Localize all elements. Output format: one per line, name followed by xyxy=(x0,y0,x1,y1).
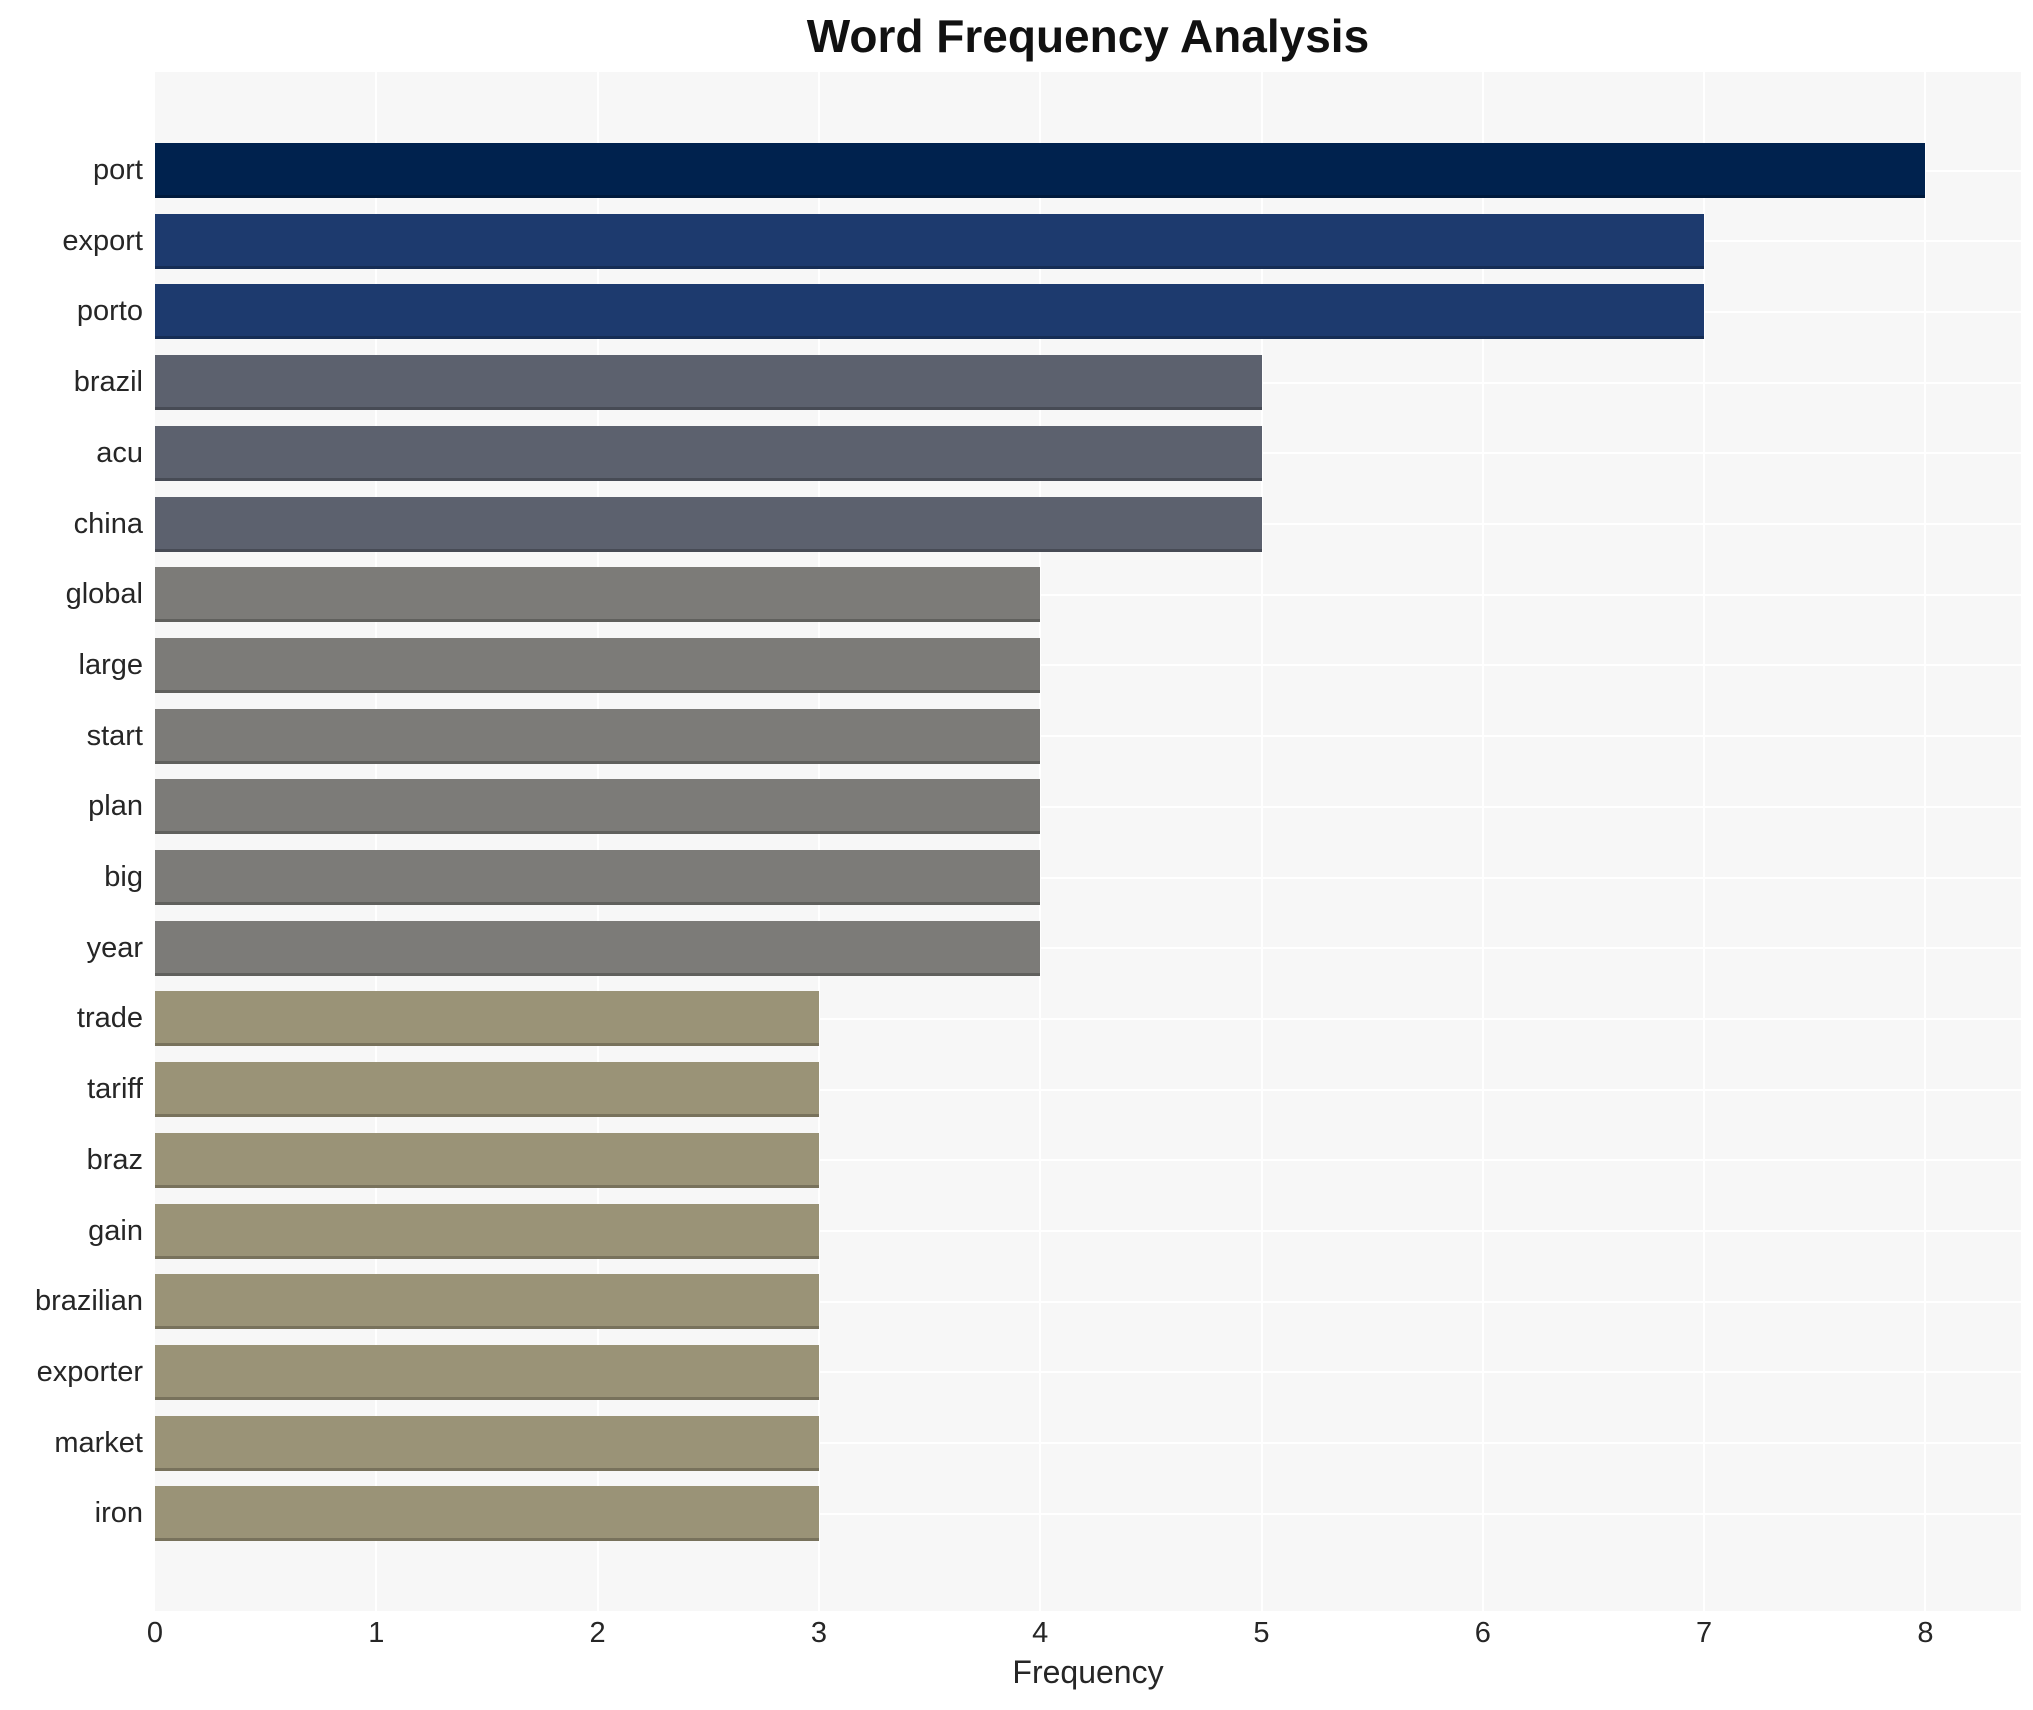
bar-market xyxy=(155,1415,819,1471)
y-label-brazil: brazil xyxy=(73,366,143,399)
x-tick-8: 8 xyxy=(1917,1617,1934,1649)
x-tick-0: 0 xyxy=(146,1617,164,1649)
bar-plan xyxy=(155,779,1041,835)
bar-tariff xyxy=(155,1062,819,1118)
bar-trade xyxy=(155,991,819,1047)
bar-big xyxy=(155,850,1041,905)
bar-port xyxy=(155,143,1926,198)
bar-large xyxy=(155,637,1041,693)
x-gridline xyxy=(1260,72,1263,1611)
y-label-gain: gain xyxy=(88,1214,143,1247)
plot-area xyxy=(155,72,2021,1611)
bar-exporter xyxy=(155,1344,819,1400)
bar-export xyxy=(155,213,1705,269)
y-gridline xyxy=(155,876,2021,879)
y-gridline xyxy=(155,1371,2021,1374)
y-gridline xyxy=(155,1442,2021,1445)
x-gridline xyxy=(1481,72,1484,1611)
x-tick-1: 1 xyxy=(368,1617,385,1649)
x-tick-3: 3 xyxy=(810,1617,827,1649)
y-label-exporter: exporter xyxy=(36,1355,143,1388)
bar-global xyxy=(155,567,1041,623)
x-axis-title: Frequency xyxy=(1012,1654,1164,1690)
x-gridline xyxy=(596,72,599,1611)
bar-acu xyxy=(155,425,1262,481)
y-gridline xyxy=(155,593,2021,596)
y-label-big: big xyxy=(104,861,143,893)
bar-braz xyxy=(155,1132,819,1188)
x-tick-4: 4 xyxy=(1032,1617,1049,1649)
y-label-market: market xyxy=(54,1426,143,1459)
y-label-porto: porto xyxy=(76,295,143,328)
bar-year xyxy=(155,920,1041,976)
bar-porto xyxy=(155,284,1705,340)
y-label-tariff: tariff xyxy=(87,1073,143,1106)
y-label-port: port xyxy=(93,154,143,186)
y-label-global: global xyxy=(65,578,143,611)
y-label-year: year xyxy=(86,931,143,964)
y-label-iron: iron xyxy=(94,1497,143,1530)
x-tick-7: 7 xyxy=(1696,1617,1713,1649)
x-gridline xyxy=(1703,72,1706,1611)
y-label-plan: plan xyxy=(88,790,143,823)
x-tick-6: 6 xyxy=(1474,1617,1491,1649)
y-label-china: china xyxy=(73,507,143,540)
chart-title: Word Frequency Analysis xyxy=(806,10,1370,62)
y-gridline xyxy=(155,664,2021,667)
y-label-brazilian: brazilian xyxy=(35,1285,143,1318)
x-gridline xyxy=(1039,72,1042,1611)
bar-iron xyxy=(155,1486,819,1542)
y-label-export: export xyxy=(62,224,143,257)
x-tick-2: 2 xyxy=(589,1617,606,1649)
x-gridline xyxy=(375,72,378,1611)
x-tick-5: 5 xyxy=(1253,1617,1270,1649)
y-gridline xyxy=(155,947,2021,950)
x-gridline xyxy=(1924,72,1927,1611)
y-gridline xyxy=(155,805,2021,808)
y-gridline xyxy=(155,1017,2021,1020)
y-gridline xyxy=(155,1088,2021,1091)
y-gridline xyxy=(155,1512,2021,1515)
y-label-braz: braz xyxy=(86,1143,143,1176)
y-gridline xyxy=(155,1300,2021,1303)
y-gridline xyxy=(155,735,2021,738)
y-gridline xyxy=(155,1230,2021,1232)
bar-gain xyxy=(155,1203,819,1259)
bar-china xyxy=(155,496,1262,552)
bar-start xyxy=(155,708,1041,764)
x-gridline xyxy=(817,72,820,1611)
y-label-start: start xyxy=(86,719,143,752)
y-label-large: large xyxy=(78,648,144,681)
bar-brazil xyxy=(155,355,1262,411)
y-label-trade: trade xyxy=(76,1002,143,1035)
bar-brazilian xyxy=(155,1274,819,1330)
y-gridline xyxy=(155,1159,2021,1162)
y-label-acu: acu xyxy=(96,436,143,469)
